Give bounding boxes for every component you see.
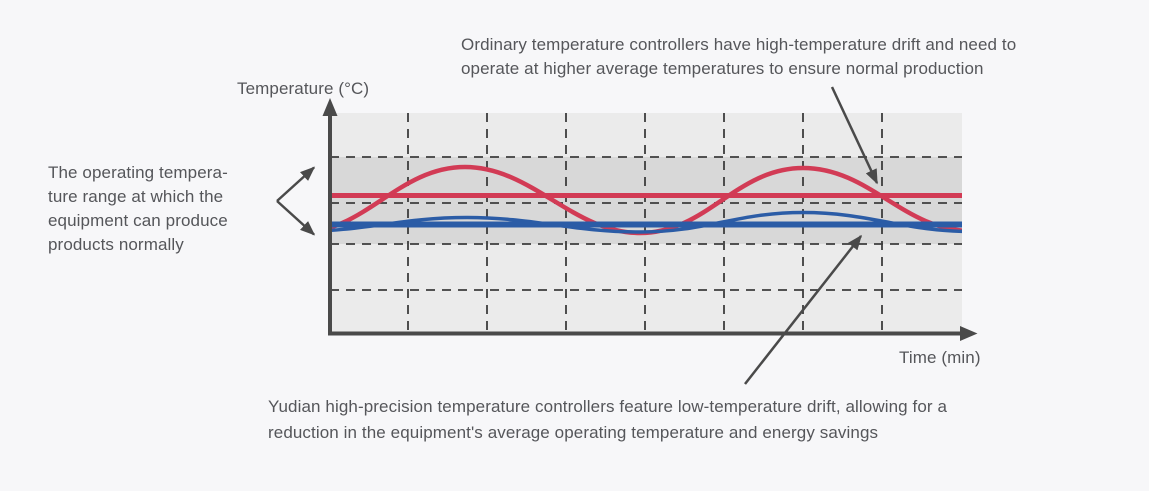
annotation-line: Yudian high-precision temperature contro… <box>268 397 948 416</box>
annotation-line: equipment can produce <box>48 211 228 230</box>
annotation-arrows <box>276 86 879 385</box>
x-axis-arrowhead-icon <box>960 326 978 341</box>
x-axis-label: Time (min) <box>899 348 981 367</box>
ordinary-controller-annotation: Ordinary temperature controllers have hi… <box>461 33 1016 81</box>
annotation-line: products normally <box>48 235 184 254</box>
range-arrow-lower <box>276 200 316 236</box>
annotation-line: Ordinary temperature controllers have hi… <box>461 35 1017 54</box>
axes <box>328 112 961 336</box>
operating-range-annotation: The operating tempera- ture range at whi… <box>48 161 228 257</box>
yudian-controller-annotation: Yudian high-precision temperature contro… <box>268 394 947 446</box>
annotation-line: ture range at which the <box>48 187 224 206</box>
y-axis-arrowhead-icon <box>322 98 338 116</box>
range-arrow-upper <box>276 166 316 202</box>
ordinary-controller-arrow <box>830 86 879 185</box>
grid-lines <box>330 113 962 333</box>
annotation-line: The operating tempera- <box>48 163 228 182</box>
y-axis-label: Temperature (°C) <box>237 79 370 98</box>
yudian-controller-temperature-wave <box>330 210 962 234</box>
annotation-line: operate at higher average temperatures t… <box>461 59 984 78</box>
annotation-line: reduction in the equipment's average ope… <box>268 423 879 442</box>
yudian-controller-arrow <box>744 234 862 385</box>
